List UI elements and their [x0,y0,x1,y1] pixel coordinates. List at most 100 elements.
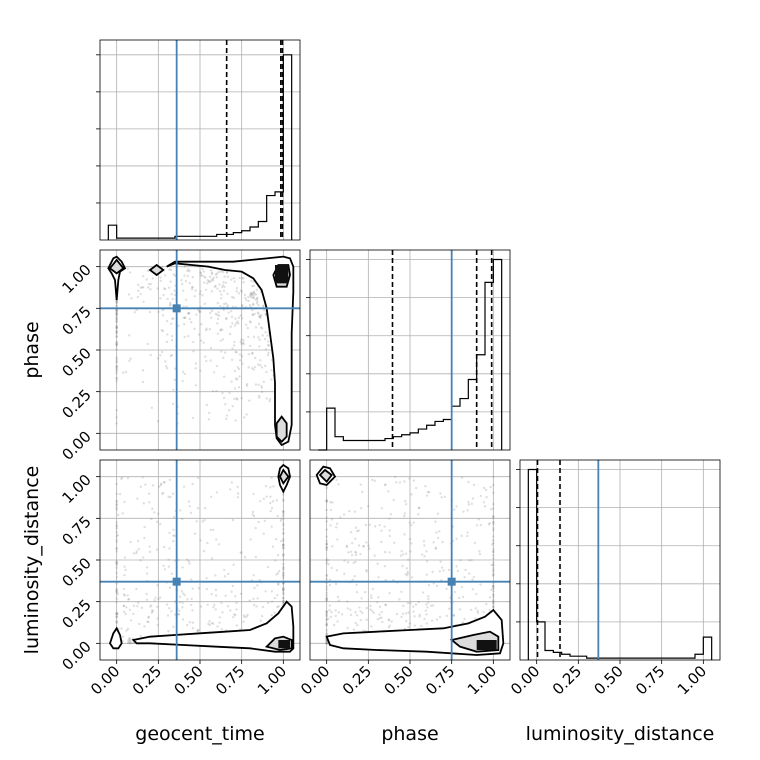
pair-geocent_time-vs-luminosity_distance-sample-point [252,492,255,496]
pair-phase-vs-luminosity_distance-sample-point [403,514,406,518]
pair-phase-vs-luminosity_distance-sample-point [427,490,431,494]
pair-geocent_time-vs-phase-sample-point [115,422,118,425]
pair-geocent_time-vs-luminosity_distance-sample-point [145,572,149,575]
pair-phase-vs-luminosity_distance-sample-point [325,642,328,645]
pair-geocent_time-vs-phase-sample-point [185,305,188,308]
pair-geocent_time-vs-phase-sample-point [188,269,191,273]
pair-geocent_time-vs-phase-sample-point [252,302,255,306]
pair-phase-vs-luminosity_distance-sample-point [418,613,421,616]
pair-geocent_time-vs-luminosity_distance-sample-point [129,640,132,643]
pair-phase-vs-luminosity_distance-sample-point [423,617,426,621]
pair-geocent_time-vs-phase-sample-point [232,296,235,300]
pair-geocent_time-vs-phase-sample-point [202,341,205,344]
pair-phase-vs-luminosity_distance-sample-point [384,603,387,606]
pair-geocent_time-vs-luminosity_distance-sample-point [227,572,230,576]
pair-geocent_time-vs-phase-sample-point [254,356,257,360]
pair-phase-vs-luminosity_distance-sample-point [325,558,328,561]
pair-phase-vs-luminosity_distance-sample-point [405,567,408,570]
pair-geocent_time-vs-luminosity_distance-sample-point [115,562,118,565]
pair-phase-vs-luminosity_distance-sample-point [470,608,473,612]
pair-geocent_time-vs-phase-sample-point [200,323,203,326]
pair-geocent_time-vs-phase-sample-point [222,375,226,378]
pair-geocent_time-vs-phase-sample-point [201,294,204,297]
pair-phase-vs-luminosity_distance-sample-point [334,526,338,529]
pair-geocent_time-vs-phase-sample-point [199,290,202,293]
pair-geocent_time-vs-phase-sample-point [172,317,175,320]
pair-phase-vs-luminosity_distance-sample-point [361,611,364,615]
pair-geocent_time-vs-luminosity_distance-sample-point [120,627,123,630]
pair-phase-vs-luminosity_distance-sample-point [408,521,411,524]
pair-phase-vs-luminosity_distance-sample-point [372,611,376,615]
pair-phase-vs-luminosity_distance-sample-point [487,523,491,526]
pair-phase-vs-luminosity_distance-sample-point [456,569,460,573]
pair-geocent_time-vs-luminosity_distance-sample-point [259,619,263,622]
pair-geocent_time-vs-luminosity_distance-sample-point [147,620,150,624]
pair-phase-vs-luminosity_distance-sample-point [354,610,357,614]
pair-geocent_time-vs-luminosity_distance-sample-point [211,528,215,532]
pair-geocent_time-vs-phase-sample-point [115,335,118,338]
pair-geocent_time-vs-phase-sample-point [209,316,213,320]
pair-geocent_time-vs-phase-sample-point [169,268,173,272]
pair-geocent_time-vs-phase-sample-point [242,339,245,342]
pair-phase-vs-luminosity_distance-sample-point [398,481,402,484]
pair-geocent_time-vs-luminosity_distance-sample-point [139,635,142,638]
pair-geocent_time-vs-phase-sample-point [115,365,118,368]
pair-phase-vs-luminosity_distance-sample-point [388,551,391,554]
pair-geocent_time-vs-phase-sample-point [211,277,214,281]
pair-geocent_time-vs-phase-sample-point [115,313,118,317]
pair-phase-vs-luminosity_distance-sample-point [417,600,420,604]
pair-geocent_time-vs-phase-sample-point [115,331,118,334]
pair-phase-vs-luminosity_distance-sample-point [325,585,328,588]
pair-geocent_time-vs-phase-sample-point [171,402,175,405]
pair-geocent_time-vs-luminosity_distance-sample-point [199,539,202,542]
pair-geocent_time-vs-luminosity_distance-sample-point [273,611,276,614]
pair-geocent_time-vs-luminosity_distance-sample-point [191,621,195,624]
pair-geocent_time-vs-phase-sample-point [204,288,208,291]
pair-geocent_time-vs-phase-sample-point [216,317,220,321]
pair-phase-vs-luminosity_distance-sample-point [346,560,350,564]
pair-phase-vs-luminosity_distance-sample-point [399,554,403,557]
pair-geocent_time-vs-phase-sample-point [115,301,118,304]
pair-geocent_time-vs-luminosity_distance-sample-point [276,605,279,609]
pair-geocent_time-vs-luminosity_distance-sample-point [151,609,155,613]
pair-geocent_time-vs-phase-sample-point [229,325,232,328]
pair-geocent_time-vs-phase-sample-point [202,270,205,273]
pair-phase-vs-luminosity_distance-sample-point [472,575,476,579]
pair-geocent_time-vs-phase-sample-point [248,344,252,348]
pair-geocent_time-vs-luminosity_distance-sample-point [181,517,184,521]
pair-geocent_time-vs-luminosity_distance-sample-point [148,501,151,504]
pair-geocent_time-vs-phase-sample-point [141,286,144,289]
pair-phase-vs-luminosity_distance-sample-point [383,550,387,554]
pair-geocent_time-vs-luminosity_distance-sample-point [282,537,285,541]
pair-geocent_time-vs-phase-sample-point [221,284,225,287]
pair-geocent_time-vs-phase-sample-point [263,364,267,368]
pair-phase-vs-luminosity_distance-sample-point [325,624,328,627]
pair-geocent_time-vs-phase-sample-point [115,329,118,333]
pair-phase-vs-luminosity_distance-sample-point [370,594,373,597]
pair-geocent_time-vs-phase-sample-point [183,316,187,319]
pair-geocent_time-vs-phase-sample-point [192,340,195,344]
pair-geocent_time-vs-phase-sample-point [236,366,240,369]
pair-phase-vs-luminosity_distance-sample-point [388,591,391,595]
pair-phase-vs-luminosity_distance-sample-point [335,569,339,572]
pair-phase-vs-luminosity_distance-sample-point [325,546,328,549]
pair-geocent_time-vs-phase-sample-point [222,302,226,306]
pair-phase-vs-luminosity_distance-sample-point [359,610,362,613]
pair-geocent_time-vs-luminosity_distance-sample-point [234,595,237,598]
pair-geocent_time-vs-luminosity_distance-sample-point [115,612,118,616]
pair-geocent_time-vs-phase-sample-point [260,390,264,394]
pair-geocent_time-vs-phase-sample-point [191,416,195,420]
pair-phase-vs-luminosity_distance-sample-point [426,606,429,609]
pair-phase-vs-luminosity_distance-sample-point [427,597,430,601]
pair-phase-vs-luminosity_distance-sample-point [325,641,328,645]
pair-geocent_time-vs-luminosity_distance-sample-point [143,525,146,529]
pair-phase-vs-luminosity_distance-sample-point [443,495,447,499]
pair-geocent_time-vs-luminosity_distance-sample-point [141,476,144,479]
pair-geocent_time-vs-luminosity_distance-sample-point [282,596,285,600]
pair-phase-vs-luminosity_distance-sample-point [400,615,403,619]
pair-geocent_time-vs-phase-sample-point [115,325,118,328]
pair-geocent_time-vs-luminosity_distance-sample-point [232,615,235,619]
pair-geocent_time-vs-phase-sample-point [259,359,262,362]
pair-geocent_time-vs-luminosity_distance-sample-point [282,543,285,547]
